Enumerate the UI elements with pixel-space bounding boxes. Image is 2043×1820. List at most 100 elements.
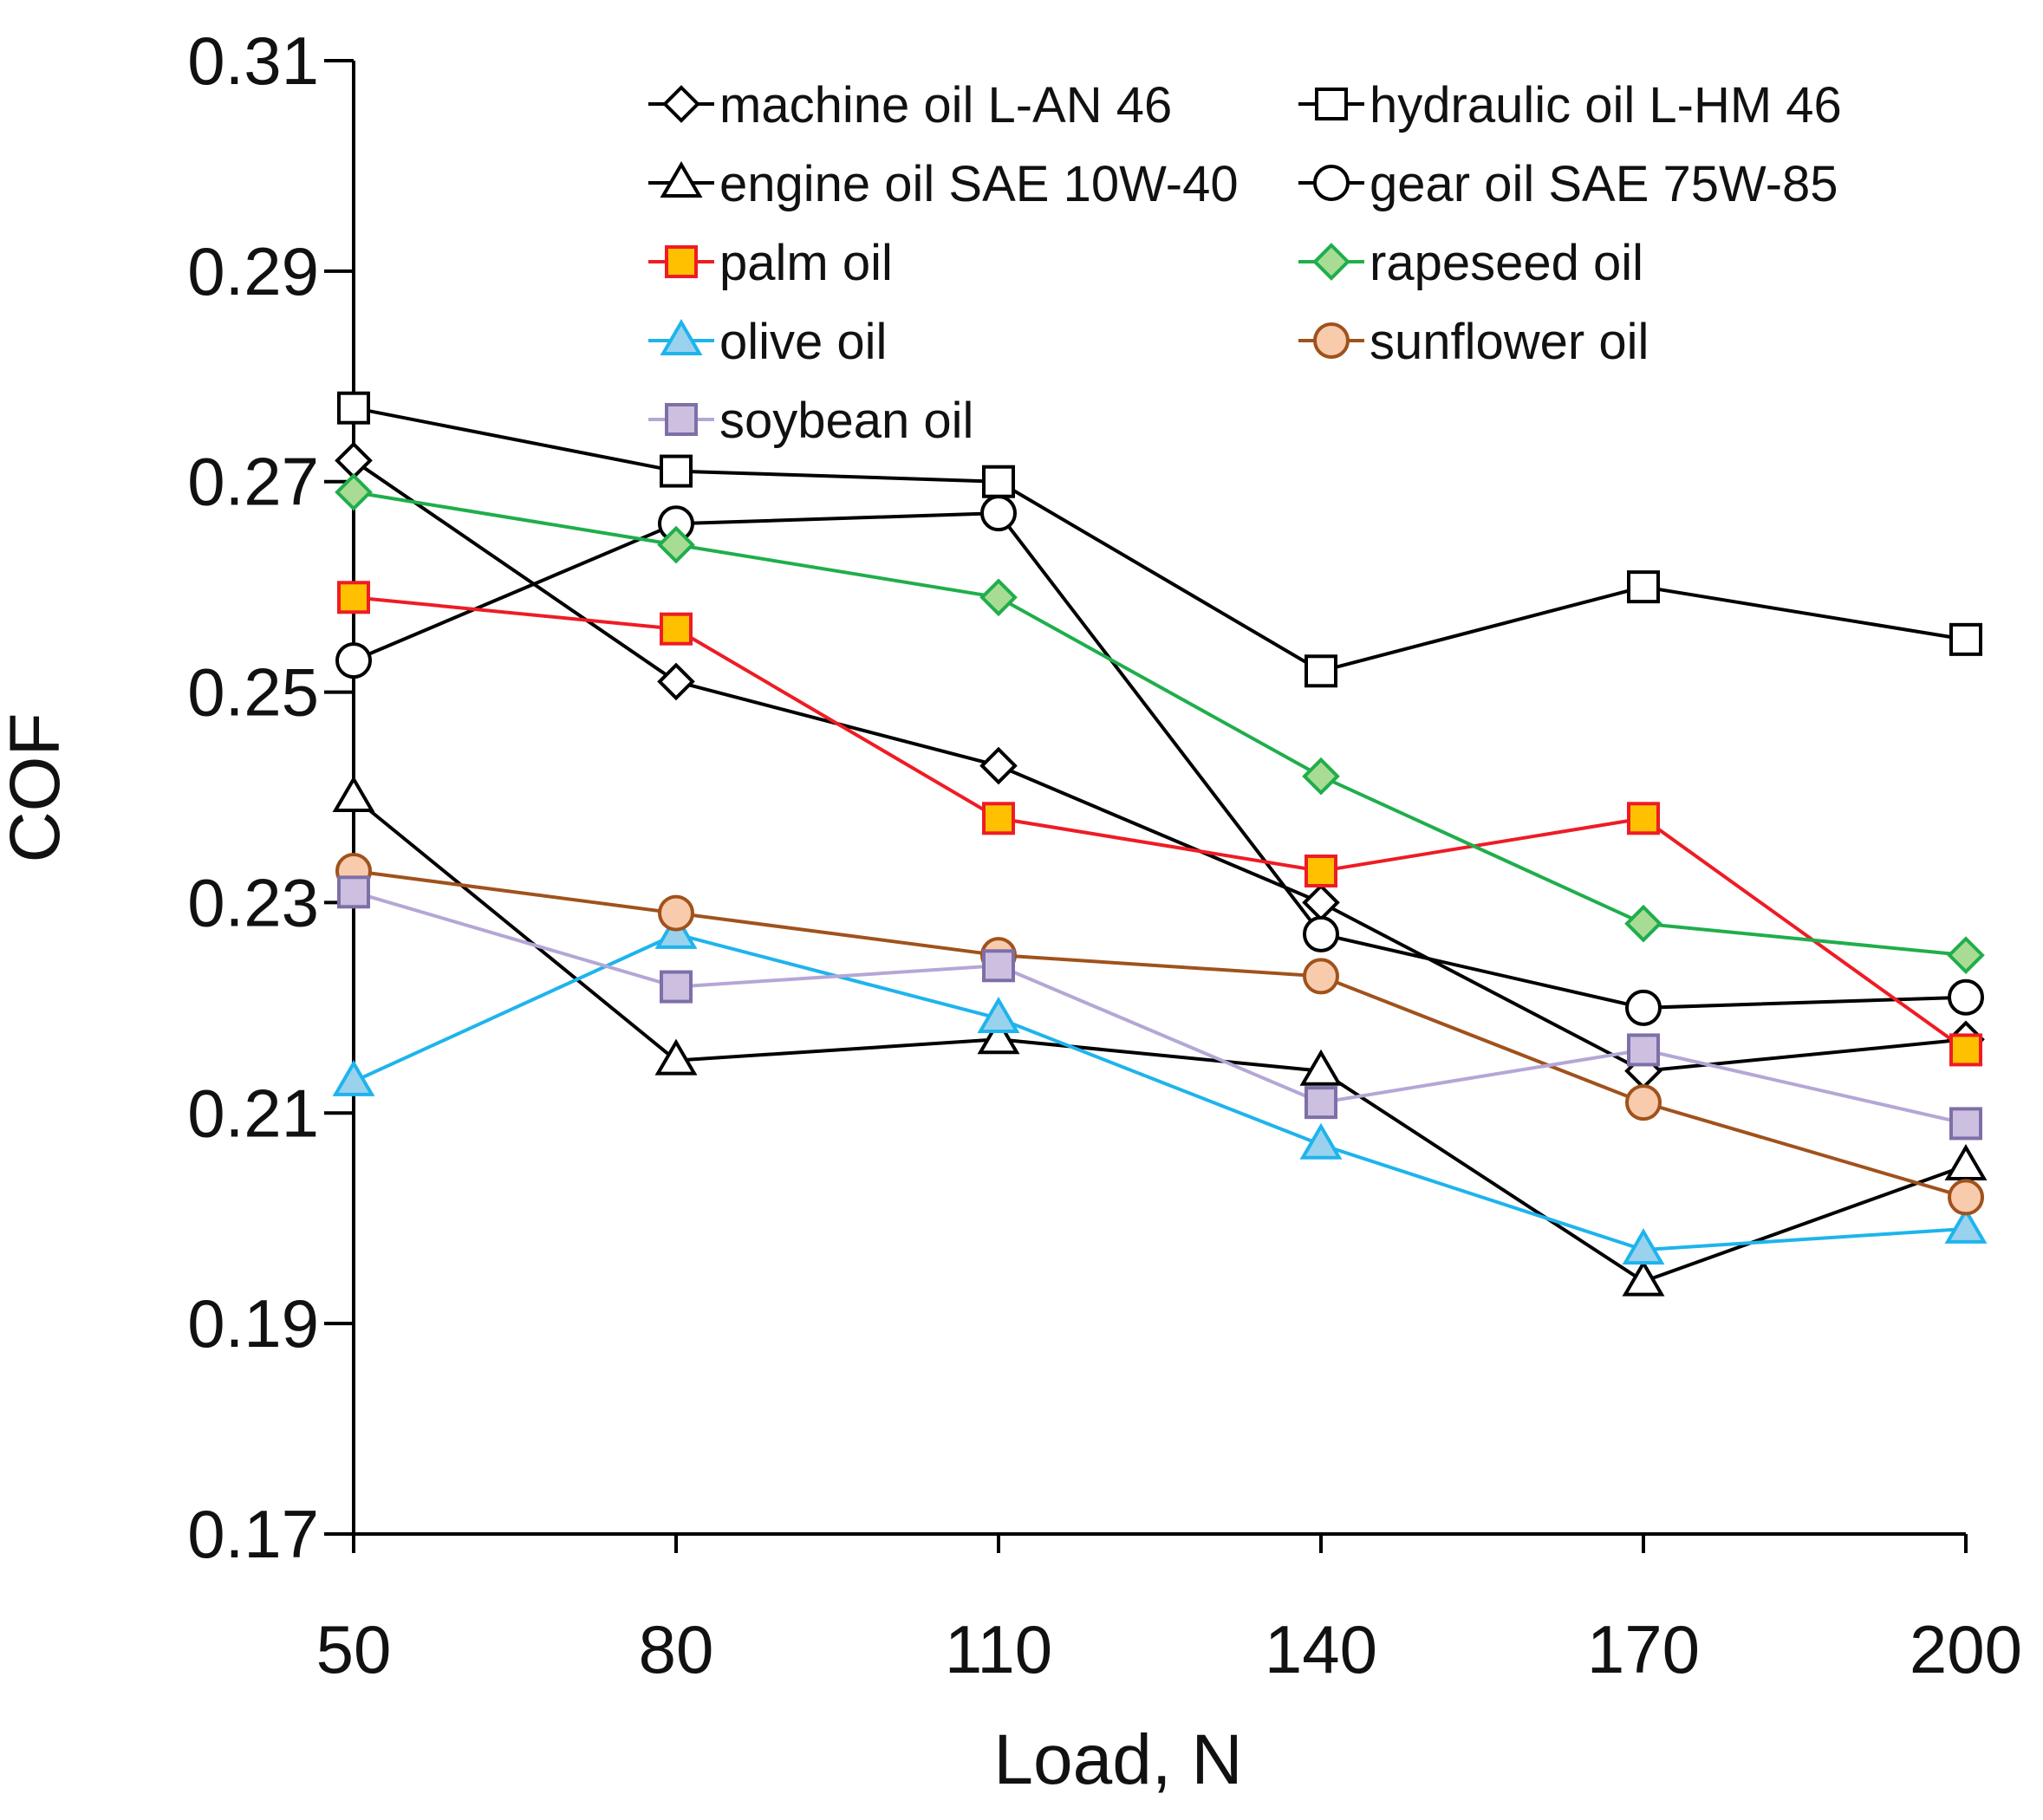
x-tick-label: 200 (1910, 1611, 2022, 1687)
legend-entry-machine-oil-l-an-46: machine oil L-AN 46 (648, 77, 1172, 133)
legend-entry-olive-oil: olive oil (648, 314, 887, 370)
data-point-soybean-oil (1627, 1033, 1660, 1067)
data-point-engine-oil-sae-10w-40 (1944, 1144, 1988, 1180)
y-tick-label: 0.19 (187, 1285, 319, 1362)
legend-marker (665, 245, 698, 278)
y-tick-label: 0.29 (187, 233, 319, 309)
data-point-olive-oil (977, 997, 1020, 1033)
data-point-gear-oil-sae-75w-85 (335, 642, 372, 679)
x-tick-label: 110 (945, 1611, 1052, 1687)
legend-marker (665, 403, 698, 436)
data-point-palm-oil (660, 612, 693, 646)
data-point-palm-oil (1627, 802, 1660, 835)
data-point-olive-oil (1622, 1228, 1665, 1265)
data-point-engine-oil-sae-10w-40 (977, 1017, 1020, 1055)
data-point-soybean-oil (982, 949, 1015, 983)
data-point-sunflower-oil (658, 894, 694, 932)
y-tick-label: 0.17 (187, 1496, 319, 1572)
x-tick-label: 170 (1587, 1611, 1700, 1687)
series-gear-oil-sae-75w-85 (335, 495, 1984, 1026)
series-engine-oil-sae-10w-40 (332, 776, 1988, 1297)
x-tick-label: 50 (316, 1611, 392, 1687)
axes: 0.17 0.19 0.21 0.23 0.25 0.27 0.29 0.31 50 80 110 1… (187, 23, 2022, 1687)
data-point-soybean-oil (660, 970, 693, 1004)
data-point-gear-oil-sae-75w-85 (1303, 915, 1339, 952)
legend-label: soybean oil (719, 393, 973, 449)
legend-entry-sunflower-oil: sunflower oil (1298, 314, 1649, 370)
data-point-rapeseed-oil (979, 578, 1018, 617)
data-point-rapeseed-oil (1947, 936, 1985, 974)
data-point-gear-oil-sae-75w-85 (1948, 978, 1984, 1016)
data-point-sunflower-oil (1625, 1084, 1662, 1121)
series-line-hydraulic-oil-l-hm-46 (353, 406, 1967, 673)
series-line-engine-oil-sae-10w-40 (352, 796, 1967, 1284)
y-tick-label: 0.25 (187, 654, 319, 731)
data-point-gear-oil-sae-75w-85 (980, 495, 1017, 532)
legend-entry-gear-oil-sae-75w-85: gear oil SAE 75W-85 (1298, 156, 1838, 212)
legend-label: gear oil SAE 75W-85 (1370, 156, 1838, 212)
series-hydraulic-oil-l-hm-46 (337, 391, 1982, 688)
legend-marker (1312, 243, 1350, 281)
legend-entry-soybean-oil: soybean oil (648, 393, 973, 449)
legend-entry-engine-oil-sae-10w-40: engine oil SAE 10W-40 (648, 156, 1239, 212)
legend-entry-rapeseed-oil: rapeseed oil (1298, 235, 1643, 291)
legend-label: rapeseed oil (1370, 235, 1643, 291)
data-point-olive-oil (1299, 1122, 1343, 1160)
x-tick-label: 80 (639, 1611, 714, 1687)
data-point-sunflower-oil (1303, 958, 1339, 995)
legend-entry-palm-oil: palm oil (648, 235, 893, 291)
data-point-hydraulic-oil-l-hm-46 (660, 454, 693, 488)
data-point-hydraulic-oil-l-hm-46 (1305, 654, 1337, 688)
legend: machine oil L-AN 46 hydraulic oil L-HM 46… (648, 77, 1842, 449)
series-line-palm-oil (353, 595, 1968, 1052)
legend-label: sunflower oil (1370, 314, 1649, 370)
series-line-sunflower-oil (353, 869, 1967, 1199)
series-palm-oil (337, 581, 1982, 1067)
y-axis-title: COF (0, 712, 75, 862)
data-point-engine-oil-sae-10w-40 (332, 776, 375, 812)
legend-marker (1313, 165, 1350, 201)
legend-entry-hydraulic-oil-l-hm-46: hydraulic oil L-HM 46 (1298, 77, 1842, 133)
series-line-soybean-oil (353, 890, 1967, 1126)
legend-marker (662, 85, 700, 123)
data-point-machine-oil-l-an-46 (657, 662, 695, 701)
data-point-hydraulic-oil-l-hm-46 (1627, 570, 1660, 604)
legend-marker (1315, 88, 1348, 120)
y-tick-label: 0.31 (187, 23, 319, 99)
series-line-rapeseed-oil (353, 490, 1967, 958)
data-point-sunflower-oil (1948, 1179, 1984, 1216)
legend-marker (660, 319, 703, 355)
data-point-palm-oil (982, 802, 1015, 835)
data-point-hydraulic-oil-l-hm-46 (1949, 622, 1982, 656)
legend-label: engine oil SAE 10W-40 (719, 156, 1239, 212)
series-line-olive-oil (353, 932, 1967, 1252)
data-point-olive-oil (1944, 1206, 1988, 1244)
data-point-soybean-oil (337, 875, 370, 909)
data-point-soybean-oil (1305, 1086, 1337, 1120)
x-axis-title: Load, N (993, 1720, 1242, 1799)
y-tick-label: 0.27 (187, 444, 319, 520)
data-point-rapeseed-oil (657, 525, 695, 564)
series-sunflower-oil (335, 853, 1984, 1216)
y-tick-label: 0.23 (187, 864, 319, 940)
series-line-gear-oil-sae-75w-85 (353, 511, 1967, 1010)
legend-label: machine oil L-AN 46 (719, 77, 1172, 133)
data-point-hydraulic-oil-l-hm-46 (337, 391, 370, 425)
series-line-machine-oil-l-an-46 (352, 458, 1967, 1073)
legend-label: palm oil (719, 235, 893, 291)
data-point-palm-oil (1949, 1033, 1982, 1067)
data-point-palm-oil (337, 581, 370, 614)
series-layer (332, 391, 1988, 1297)
data-point-olive-oil (332, 1059, 375, 1096)
x-tick-label: 140 (1265, 1611, 1377, 1687)
series-rapeseed-oil (335, 473, 1985, 974)
data-point-rapeseed-oil (335, 473, 373, 511)
legend-marker (660, 161, 703, 198)
data-point-machine-oil-l-an-46 (979, 746, 1018, 785)
legend-marker (1313, 322, 1350, 359)
series-soybean-oil (337, 875, 1982, 1141)
data-point-rapeseed-oil (1624, 904, 1662, 943)
data-point-gear-oil-sae-75w-85 (1625, 989, 1662, 1026)
